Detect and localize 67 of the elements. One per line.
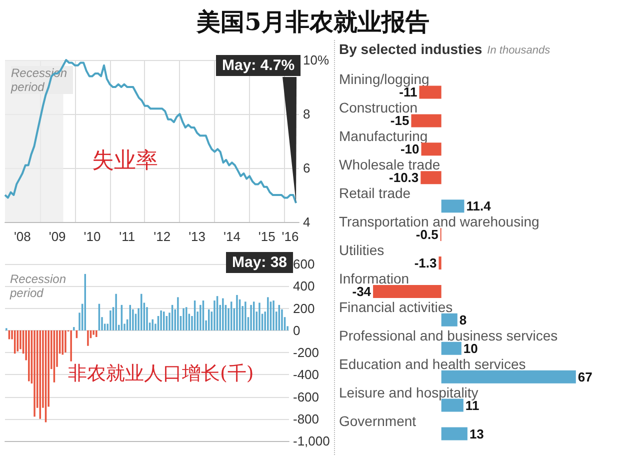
bar — [421, 142, 442, 156]
y-tick-label: Wholesale trade — [339, 156, 440, 173]
data-label: 13 — [469, 426, 484, 442]
bar — [441, 370, 576, 384]
annotation: 失业率 — [92, 148, 158, 174]
annotation: 非农就业人口增长(千) — [68, 362, 254, 384]
data-label: -15 — [390, 113, 410, 128]
x-tick-label: '08 — [14, 229, 31, 244]
y-tick-label: Mining/logging — [339, 71, 430, 88]
x-tick-label: '13 — [188, 229, 206, 244]
annotation: May: 38 — [232, 254, 288, 271]
x-tick-label: '14 — [223, 229, 240, 244]
y-tick-label: 6 — [303, 160, 310, 176]
x-tick-label: '11 — [119, 229, 136, 244]
bar — [441, 398, 464, 412]
bar — [373, 284, 442, 298]
bar — [419, 86, 442, 99]
y-tick-label: Financial activities — [339, 298, 453, 315]
y-tick-label: Leisure and hospitality — [339, 384, 478, 400]
y-tick-label: -600 — [293, 389, 320, 404]
y-tick-label: Retail trade — [339, 185, 411, 202]
y-tick-label: Government — [339, 412, 416, 429]
y-tick-label: Professional and business services — [339, 327, 558, 344]
data-label: -10 — [400, 142, 420, 157]
bar — [441, 313, 458, 326]
y-tick-label: 200 — [293, 300, 315, 316]
data-label: 11.4 — [466, 198, 492, 214]
x-tick-label: '12 — [154, 229, 171, 244]
chart-title: 美国5月非农就业报告 — [195, 6, 430, 38]
bar — [441, 427, 468, 440]
data-label: -0.5 — [416, 227, 438, 242]
line-series — [4, 59, 298, 204]
bar — [441, 342, 462, 355]
y-tick-label: 600 — [293, 256, 315, 272]
data-label: -34 — [352, 284, 372, 299]
x-tick-label: '09 — [48, 229, 66, 244]
bar — [411, 114, 442, 128]
chart-title: By selected industies — [339, 41, 482, 57]
y-tick-label: Education and health services — [339, 356, 526, 372]
y-tick-label: -200 — [293, 345, 320, 360]
y-tick-label: -400 — [293, 367, 320, 382]
data-label: 10 — [463, 340, 478, 356]
y-tick-label: Transportation and warehousing — [339, 214, 540, 230]
chart-subtitle: In thousands — [487, 44, 551, 56]
y-tick-label: -1,000 — [293, 434, 330, 448]
y-tick-label: 4 — [303, 214, 310, 230]
x-tick-label: '15 — [258, 229, 276, 244]
y-tick-label: 400 — [293, 278, 315, 294]
bar — [441, 200, 464, 213]
y-tick-label: Construction — [339, 100, 418, 116]
x-tick-label: '10 — [84, 229, 101, 244]
y-tick-label: 8 — [303, 106, 310, 122]
y-tick-label: Utilities — [339, 242, 384, 258]
data-label: 67 — [578, 369, 592, 384]
bar — [438, 256, 442, 270]
y-tick-label: 0 — [293, 322, 300, 338]
data-label: -10.3 — [389, 170, 419, 186]
bar — [420, 171, 442, 184]
y-tick-label: Information — [339, 270, 410, 286]
annotation: Recession period — [9, 272, 70, 300]
data-label: 8 — [459, 312, 467, 328]
y-tick-label: Manufacturing — [339, 128, 428, 144]
y-tick-label: 10% — [303, 52, 330, 68]
data-label: -1.3 — [414, 256, 437, 270]
annotation: May: 4.7% — [222, 57, 295, 74]
y-tick-label: -800 — [293, 411, 320, 426]
x-tick-label: '16 — [282, 229, 299, 244]
